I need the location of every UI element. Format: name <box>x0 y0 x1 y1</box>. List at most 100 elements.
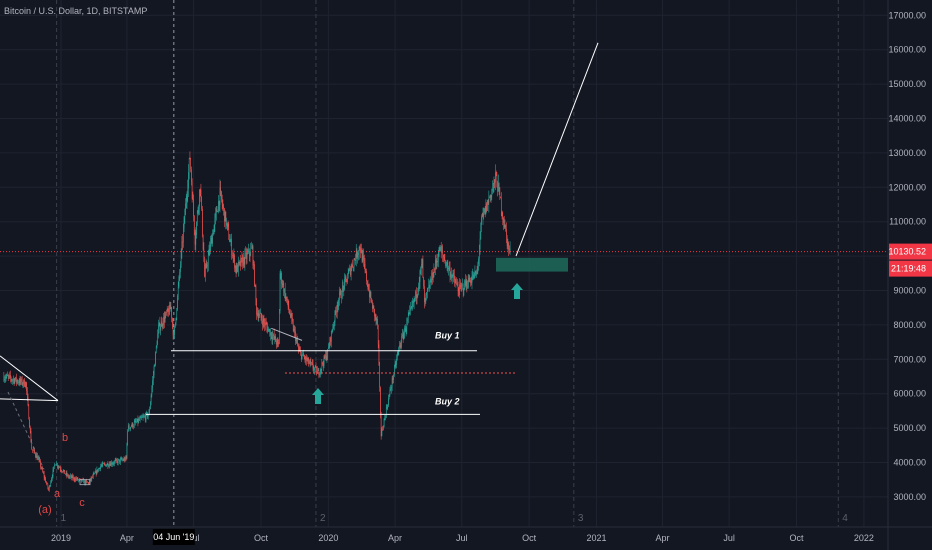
candle-body <box>44 477 46 479</box>
candle-body <box>190 158 191 170</box>
candle-body <box>9 375 11 376</box>
candle-body <box>377 319 378 325</box>
candle-body <box>359 246 361 249</box>
candle-body <box>446 265 447 266</box>
candle-body <box>115 459 117 461</box>
candle-body <box>251 248 252 249</box>
candle-body <box>420 268 422 271</box>
candle-body <box>87 482 89 484</box>
countdown-label: 21:19:48 <box>891 264 926 274</box>
candle-body <box>507 242 509 246</box>
candle-body <box>423 277 424 287</box>
candle-body <box>436 260 438 264</box>
time-tick-label: Apr <box>120 533 134 543</box>
price-tick-label: 4000.00 <box>893 458 926 468</box>
candle-body <box>362 255 364 262</box>
candle-body <box>503 222 505 228</box>
candle-body <box>329 337 331 347</box>
candle-body <box>479 238 481 250</box>
candle-body <box>172 318 173 324</box>
candle-body <box>264 322 265 326</box>
candle-body <box>111 462 112 465</box>
candle-body <box>66 472 68 476</box>
triangle-upper-line <box>0 355 59 401</box>
price-tick-label: 5000.00 <box>893 423 926 433</box>
price-axis[interactable]: 3000.00 4000.00 5000.00 6000.00 7000.00 8000.… <box>887 0 932 550</box>
candle-body <box>188 158 190 173</box>
candle-body <box>316 367 317 374</box>
candle-body <box>480 224 482 239</box>
candle-body <box>410 306 412 308</box>
candle-body <box>409 309 411 313</box>
candle-body <box>430 281 432 283</box>
candle-body <box>234 255 235 269</box>
candle-body <box>257 313 258 315</box>
candle-body <box>467 286 468 288</box>
candle-body <box>235 265 237 273</box>
candle-body <box>265 322 267 325</box>
candle-body <box>216 209 218 212</box>
candle-body <box>429 281 431 288</box>
candle-body <box>394 363 396 367</box>
candle-body <box>332 328 334 331</box>
candle-body <box>45 478 46 483</box>
candle-body <box>32 449 34 451</box>
candle-body <box>269 329 271 336</box>
candle-body <box>418 281 420 287</box>
candle-body <box>495 172 497 175</box>
candle-body <box>491 190 493 198</box>
time-tick-label: 2020 <box>318 533 338 543</box>
candle-body <box>233 255 235 257</box>
chart-grid <box>0 0 888 527</box>
candle-body <box>481 216 482 225</box>
candle-body <box>55 464 57 466</box>
candle-body <box>311 362 313 364</box>
candle-body <box>277 339 279 342</box>
candle-body <box>448 267 449 270</box>
candle-body <box>361 249 362 254</box>
candle-body <box>136 418 138 422</box>
candle-body <box>341 296 342 298</box>
candle-body <box>288 306 290 311</box>
candle-body <box>235 265 236 269</box>
chart-annotations: Buy 1 Buy 2 b a c (a) <box>0 42 888 516</box>
candle-body <box>383 419 385 428</box>
candle-body <box>443 257 445 260</box>
time-axis[interactable]: 2019AprJulOct2020AprJulOct2021AprJulOct2… <box>0 526 932 545</box>
candle-body <box>370 292 372 302</box>
candle-body <box>307 358 309 360</box>
candle-body <box>53 466 54 470</box>
wave-label: c <box>79 497 85 509</box>
candle-body <box>94 473 95 474</box>
candle-body <box>309 363 310 364</box>
candle-body <box>266 324 268 327</box>
candle-body <box>13 379 14 380</box>
candle-body <box>461 284 463 287</box>
candle-body <box>317 370 319 371</box>
candle-body <box>440 246 441 252</box>
candle-body <box>358 253 359 255</box>
candle-body <box>427 287 429 291</box>
candle-body <box>59 466 60 468</box>
candle-body <box>72 475 74 479</box>
time-tick-label: 2021 <box>587 533 607 543</box>
candle-body <box>309 361 311 364</box>
candle-body <box>230 240 232 242</box>
candle-body <box>353 266 354 268</box>
candle-body <box>368 289 369 291</box>
candle-body <box>139 419 140 421</box>
candle-body <box>447 262 449 270</box>
candle-body <box>205 263 207 268</box>
candle-body <box>460 285 462 287</box>
candle-body <box>411 306 413 307</box>
candle-body <box>109 464 110 466</box>
candle-body <box>212 233 213 244</box>
price-tick-label: 13000.00 <box>888 148 926 158</box>
candle-body <box>421 258 423 264</box>
time-tick-label: Oct <box>254 533 269 543</box>
candle-body <box>180 251 182 266</box>
candle-body <box>122 459 124 461</box>
candle-body <box>191 181 193 199</box>
